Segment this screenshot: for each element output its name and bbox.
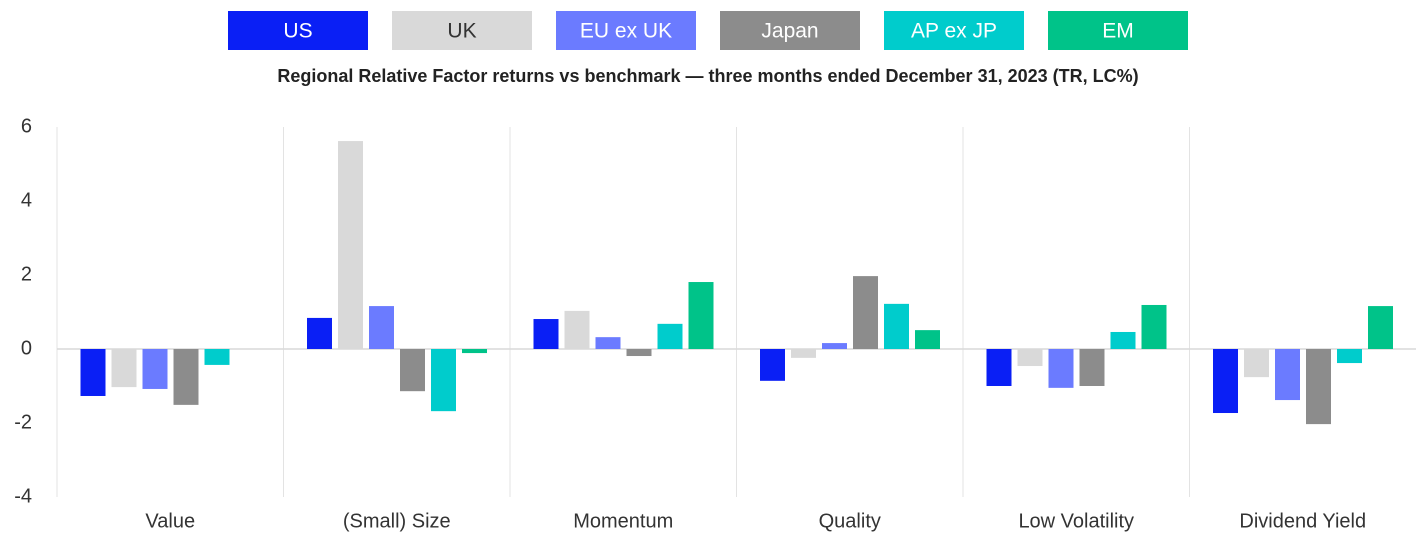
- bar: [173, 349, 199, 405]
- bar: [80, 349, 106, 396]
- bar: [1110, 331, 1136, 349]
- x-tick-label: Momentum: [573, 510, 673, 532]
- legend-swatch: [884, 11, 1024, 50]
- bar: [1017, 349, 1043, 367]
- bar: [791, 349, 816, 358]
- bar: [204, 349, 230, 365]
- y-tick-label: 6: [21, 115, 32, 137]
- legend-label: US: [283, 20, 312, 43]
- x-tick-label: Value: [145, 510, 195, 532]
- y-tick-label: 0: [21, 337, 32, 359]
- bar: [1079, 349, 1105, 386]
- bar: [1306, 349, 1331, 425]
- bar: [533, 319, 559, 349]
- bar: [1213, 349, 1238, 414]
- bar: [657, 323, 683, 349]
- bar: [626, 349, 652, 357]
- bar: [853, 276, 878, 349]
- bar: [307, 317, 332, 349]
- legend-swatch: [1048, 11, 1188, 50]
- bar: [338, 141, 363, 349]
- bar: [400, 349, 425, 392]
- legend-swatch: [556, 11, 696, 50]
- x-tick-label: Quality: [819, 510, 881, 532]
- legend-label: EM: [1102, 20, 1134, 43]
- legend-label: AP ex JP: [911, 20, 997, 43]
- legend-swatch: [228, 11, 368, 50]
- legend-swatch: [720, 11, 860, 50]
- bar: [142, 349, 168, 389]
- legend-label: Japan: [761, 20, 818, 43]
- bar: [111, 349, 137, 388]
- y-tick-label: -4: [14, 485, 32, 507]
- bar: [915, 330, 940, 349]
- bar: [462, 349, 487, 354]
- bar: [595, 337, 621, 349]
- bar: [1368, 306, 1393, 349]
- x-tick-label: (Small) Size: [343, 510, 451, 532]
- bar: [1048, 349, 1074, 388]
- legend-label: UK: [447, 20, 476, 43]
- legend-swatch: [392, 11, 532, 50]
- legend-label: EU ex UK: [580, 20, 672, 43]
- bar: [688, 282, 714, 349]
- bar: [986, 349, 1012, 386]
- x-tick-label: Dividend Yield: [1239, 510, 1366, 532]
- bar: [822, 343, 847, 349]
- bar: [431, 349, 456, 412]
- bar: [369, 306, 394, 349]
- chart-title: Regional Relative Factor returns vs benc…: [277, 66, 1138, 86]
- bar: [1275, 349, 1300, 401]
- bar: [760, 349, 785, 381]
- bar: [1337, 349, 1362, 364]
- bar: [1141, 304, 1167, 349]
- x-tick-label: Low Volatility: [1018, 510, 1134, 532]
- bar: [884, 303, 909, 349]
- bar: [1244, 349, 1269, 378]
- bar: [564, 310, 590, 349]
- y-tick-label: 2: [21, 263, 32, 285]
- y-tick-label: 4: [21, 189, 32, 211]
- y-tick-label: -2: [14, 411, 32, 433]
